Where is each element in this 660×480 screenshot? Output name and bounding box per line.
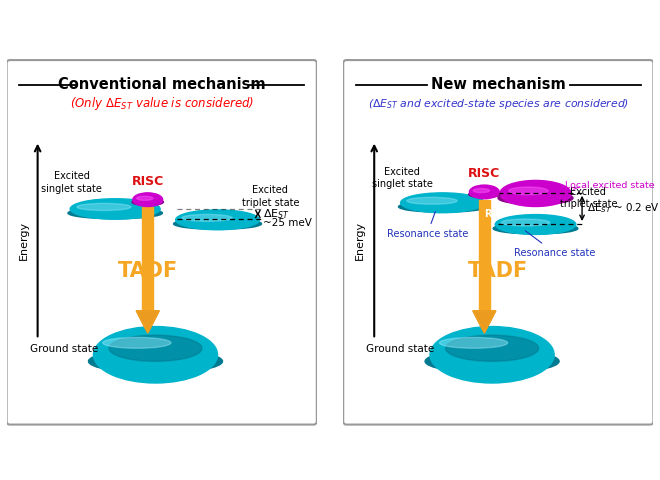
Text: RISC: RISC	[131, 175, 164, 188]
Polygon shape	[142, 207, 154, 312]
Ellipse shape	[440, 337, 508, 348]
Ellipse shape	[430, 326, 554, 383]
Text: TADF: TADF	[468, 261, 529, 281]
Ellipse shape	[109, 335, 202, 361]
FancyBboxPatch shape	[7, 60, 317, 425]
Ellipse shape	[407, 197, 457, 204]
Text: RIC: RIC	[484, 209, 503, 218]
Ellipse shape	[133, 193, 162, 206]
Ellipse shape	[182, 215, 232, 221]
Text: TADF: TADF	[117, 261, 178, 281]
Text: $\Delta$E$_{ST}$: $\Delta$E$_{ST}$	[263, 207, 290, 220]
Ellipse shape	[174, 218, 261, 229]
Ellipse shape	[469, 191, 500, 198]
Ellipse shape	[495, 215, 576, 234]
Text: Local excited state: Local excited state	[565, 181, 655, 190]
Ellipse shape	[501, 219, 550, 226]
Text: Excited
triplet state: Excited triplet state	[242, 185, 299, 208]
Text: Resonance state: Resonance state	[513, 231, 595, 257]
Ellipse shape	[498, 192, 573, 204]
Text: Ground state: Ground state	[30, 344, 98, 354]
Text: RISC: RISC	[468, 167, 500, 180]
Polygon shape	[136, 311, 159, 333]
Ellipse shape	[94, 326, 218, 383]
Ellipse shape	[493, 223, 578, 234]
Text: Ground state: Ground state	[366, 344, 435, 354]
Text: ~25 meV: ~25 meV	[263, 218, 312, 228]
Ellipse shape	[103, 337, 171, 348]
Polygon shape	[478, 200, 490, 312]
Ellipse shape	[132, 199, 164, 205]
Ellipse shape	[399, 201, 486, 212]
Text: $\Delta$E$_{ST}$ ~ 0.2 eV: $\Delta$E$_{ST}$ ~ 0.2 eV	[587, 202, 660, 215]
Text: ($\Delta$E$_{ST}$ and excited-state species are considered): ($\Delta$E$_{ST}$ and excited-state spec…	[368, 96, 629, 110]
Ellipse shape	[176, 210, 259, 230]
Ellipse shape	[70, 199, 160, 219]
Ellipse shape	[509, 187, 548, 195]
Ellipse shape	[425, 349, 559, 373]
Ellipse shape	[401, 193, 484, 213]
Text: Energy: Energy	[18, 220, 28, 260]
Ellipse shape	[68, 207, 162, 219]
Polygon shape	[473, 311, 496, 333]
Ellipse shape	[446, 335, 539, 361]
Text: New mechanism: New mechanism	[431, 77, 566, 93]
Text: Resonance state: Resonance state	[387, 212, 468, 239]
Ellipse shape	[473, 189, 490, 192]
Polygon shape	[136, 311, 159, 333]
Ellipse shape	[77, 204, 131, 211]
FancyBboxPatch shape	[343, 60, 653, 425]
Ellipse shape	[137, 196, 153, 200]
Text: Energy: Energy	[355, 220, 365, 260]
Text: Excited
triplet state: Excited triplet state	[560, 187, 617, 209]
Ellipse shape	[500, 180, 571, 206]
Polygon shape	[473, 311, 496, 333]
Text: Excited
singlet state: Excited singlet state	[42, 171, 102, 194]
Text: Excited
singlet state: Excited singlet state	[372, 167, 432, 189]
Ellipse shape	[88, 349, 222, 373]
Ellipse shape	[469, 185, 499, 199]
Text: Conventional mechanism: Conventional mechanism	[58, 77, 265, 93]
Text: (Only $\Delta$E$_{ST}$ value is considered): (Only $\Delta$E$_{ST}$ value is consider…	[69, 95, 254, 112]
